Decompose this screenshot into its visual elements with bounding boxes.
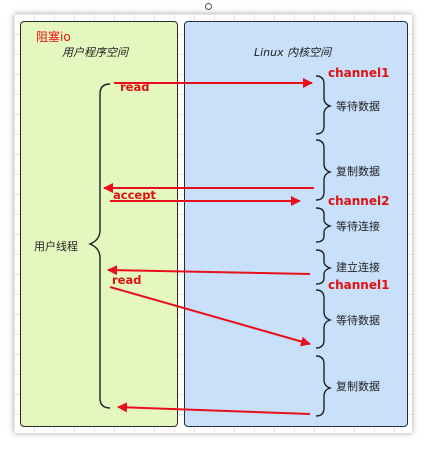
user-space-title: 用户程序空间 xyxy=(62,46,128,59)
phase-wait-data-2: 等待数据 xyxy=(336,314,380,327)
channel-label-3: channel1 xyxy=(328,278,390,292)
brace-wait-data-1 xyxy=(315,75,333,135)
brace-establish-connect xyxy=(315,249,333,285)
diagram-overlay xyxy=(88,75,333,417)
diagram-canvas: 阻塞io 用户程序空间 Linux 内核空间 用户线程 read accept … xyxy=(14,14,412,433)
phase-copy-data-2: 复制数据 xyxy=(336,380,380,393)
brace-copy-data-2 xyxy=(315,355,333,417)
user-space-panel xyxy=(20,21,178,427)
top-handle[interactable] xyxy=(205,3,212,10)
brace-wait-data-2 xyxy=(315,289,333,349)
kernel-space-title: Linux 内核空间 xyxy=(254,46,332,59)
channel-label-1: channel1 xyxy=(328,66,390,80)
channel-label-2: channel2 xyxy=(328,194,390,208)
arrow-copy-return xyxy=(117,402,311,415)
call-accept: accept xyxy=(113,188,156,202)
phase-copy-data-1: 复制数据 xyxy=(336,165,380,178)
brace-copy-data-1 xyxy=(315,139,333,201)
phase-wait-connect: 等待连接 xyxy=(336,220,380,233)
user-thread-brace xyxy=(88,83,111,409)
brace-wait-connect xyxy=(315,207,333,243)
phase-wait-data-1: 等待数据 xyxy=(336,100,380,113)
diagram-title: 阻塞io xyxy=(36,30,71,44)
kernel-space-panel xyxy=(184,21,408,427)
phase-establish-connect: 建立连接 xyxy=(336,261,380,274)
arrow-read-request-2 xyxy=(109,286,311,347)
user-thread-label: 用户线程 xyxy=(34,240,78,253)
arrow-connect-return xyxy=(107,265,311,276)
call-read-2: read xyxy=(112,273,142,287)
